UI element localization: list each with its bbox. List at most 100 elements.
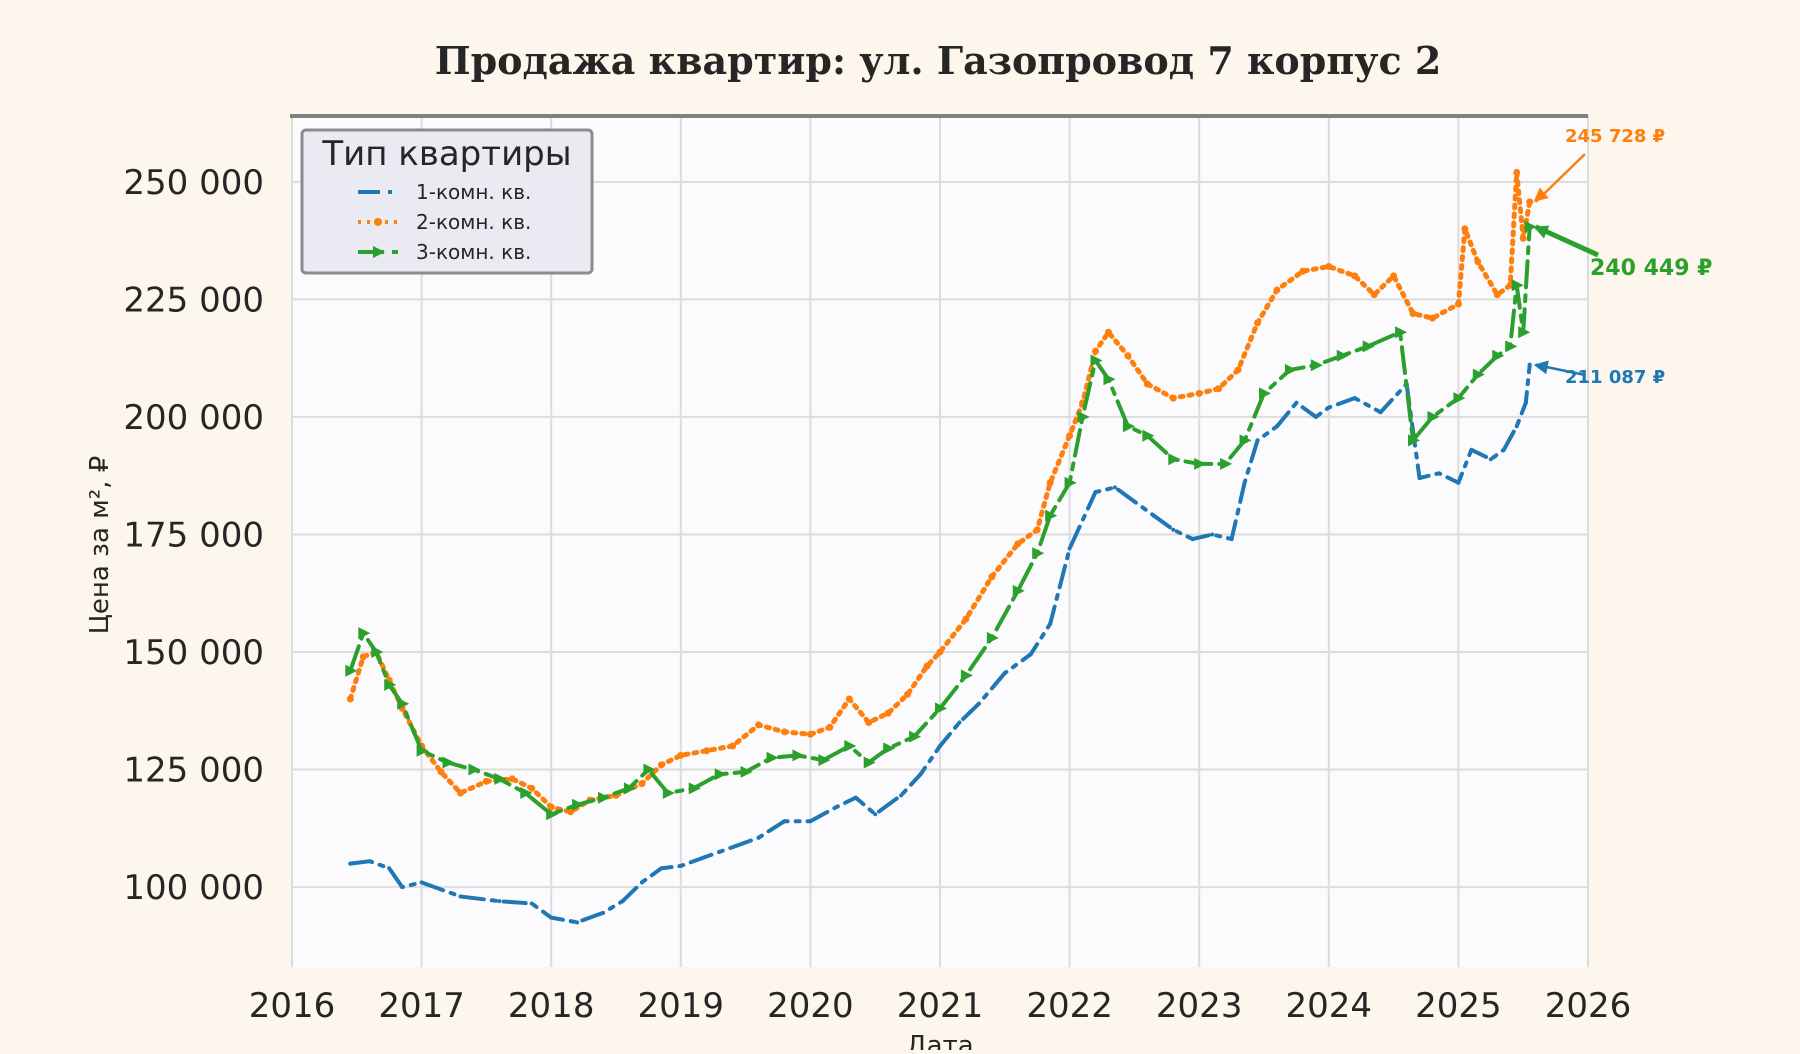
data-point	[1454, 300, 1462, 308]
data-point	[1064, 476, 1077, 489]
y-tick-label: 175 000	[123, 515, 264, 555]
data-point	[1168, 453, 1181, 466]
data-point	[1259, 387, 1271, 400]
data-point	[639, 880, 644, 885]
y-tick-label: 225 000	[123, 280, 264, 320]
data-point	[909, 730, 922, 743]
data-point	[1427, 410, 1440, 423]
data-point	[416, 744, 429, 757]
data-point	[1104, 328, 1112, 336]
series-1	[348, 362, 1532, 925]
y-tick-label: 250 000	[123, 163, 264, 203]
data-point	[458, 894, 463, 899]
data-point	[358, 627, 371, 640]
data-point	[1215, 385, 1223, 393]
y-tick-label: 100 000	[123, 868, 264, 908]
data-point	[1523, 400, 1528, 405]
data-point	[598, 791, 611, 804]
data-point	[1032, 547, 1045, 560]
data-point	[1378, 410, 1383, 415]
legend: Тип квартиры 1-комн. кв. 2-комн. кв. 3-комн…	[300, 128, 594, 275]
data-point	[873, 812, 878, 817]
data-point	[387, 866, 392, 871]
data-point	[1234, 366, 1242, 374]
data-point	[717, 849, 722, 854]
data-point	[1045, 509, 1058, 522]
data-point	[1132, 499, 1137, 504]
x-tick-label: 2018	[508, 986, 595, 1026]
data-point	[1325, 262, 1333, 270]
data-point	[546, 808, 559, 821]
data-point	[1456, 480, 1461, 485]
data-point	[1511, 279, 1524, 292]
data-point	[677, 751, 685, 759]
data-point	[1171, 527, 1176, 532]
data-point	[1067, 546, 1072, 551]
data-point	[638, 780, 646, 788]
x-tick-label: 2023	[1156, 986, 1243, 1026]
data-point	[818, 754, 831, 767]
x-tick-label: 2019	[638, 986, 725, 1026]
data-point	[456, 789, 464, 797]
data-point	[1519, 234, 1527, 242]
data-point	[384, 678, 397, 691]
data-point	[923, 662, 931, 670]
data-point	[766, 751, 779, 764]
data-point	[826, 723, 834, 731]
legend-label: 2-комн. кв.	[416, 210, 531, 234]
data-point	[1518, 326, 1531, 339]
data-point	[1390, 272, 1398, 280]
data-point	[678, 863, 683, 868]
data-point	[1273, 286, 1281, 294]
data-point	[740, 765, 753, 778]
data-point	[1294, 400, 1299, 405]
data-point	[714, 768, 727, 781]
data-point	[400, 885, 405, 890]
data-point	[437, 768, 445, 776]
data-point	[976, 701, 981, 706]
x-tick-label: 2016	[249, 986, 336, 1026]
data-point	[662, 787, 675, 800]
data-point	[482, 777, 490, 785]
series-line	[347, 169, 1533, 815]
data-point	[1142, 429, 1155, 442]
annotation-label: 240 449 ₽	[1590, 256, 1712, 281]
data-point	[1274, 424, 1279, 429]
data-point	[962, 615, 970, 623]
y-tick-label: 150 000	[123, 633, 264, 673]
data-point	[1336, 349, 1349, 362]
data-point	[1284, 363, 1297, 376]
data-point	[494, 772, 507, 785]
data-point	[1002, 671, 1007, 676]
y-tick-label: 200 000	[123, 398, 264, 438]
data-point	[623, 782, 636, 795]
data-point	[1351, 272, 1359, 280]
data-point	[863, 756, 876, 769]
annotation-arrowhead	[1533, 225, 1550, 239]
data-point	[572, 798, 585, 811]
legend-label: 1-комн. кв.	[416, 180, 531, 204]
data-point	[528, 784, 536, 792]
data-point	[1046, 479, 1054, 487]
data-point	[808, 819, 813, 824]
data-point	[508, 775, 516, 783]
data-point	[1210, 532, 1215, 537]
annotation-arrowhead	[1533, 187, 1549, 202]
data-point	[1488, 457, 1493, 462]
data-point	[643, 763, 656, 776]
data-point	[806, 730, 814, 738]
data-point	[397, 697, 410, 710]
data-point	[1112, 485, 1117, 490]
data-point	[960, 669, 973, 682]
data-point	[755, 721, 763, 729]
data-point	[1033, 526, 1041, 534]
data-point	[1461, 225, 1469, 233]
data-point	[1122, 420, 1135, 433]
y-tick-label: 125 000	[123, 751, 264, 791]
data-point	[1370, 291, 1378, 299]
data-point	[1012, 584, 1025, 597]
data-point	[601, 910, 606, 915]
data-point	[497, 899, 502, 904]
